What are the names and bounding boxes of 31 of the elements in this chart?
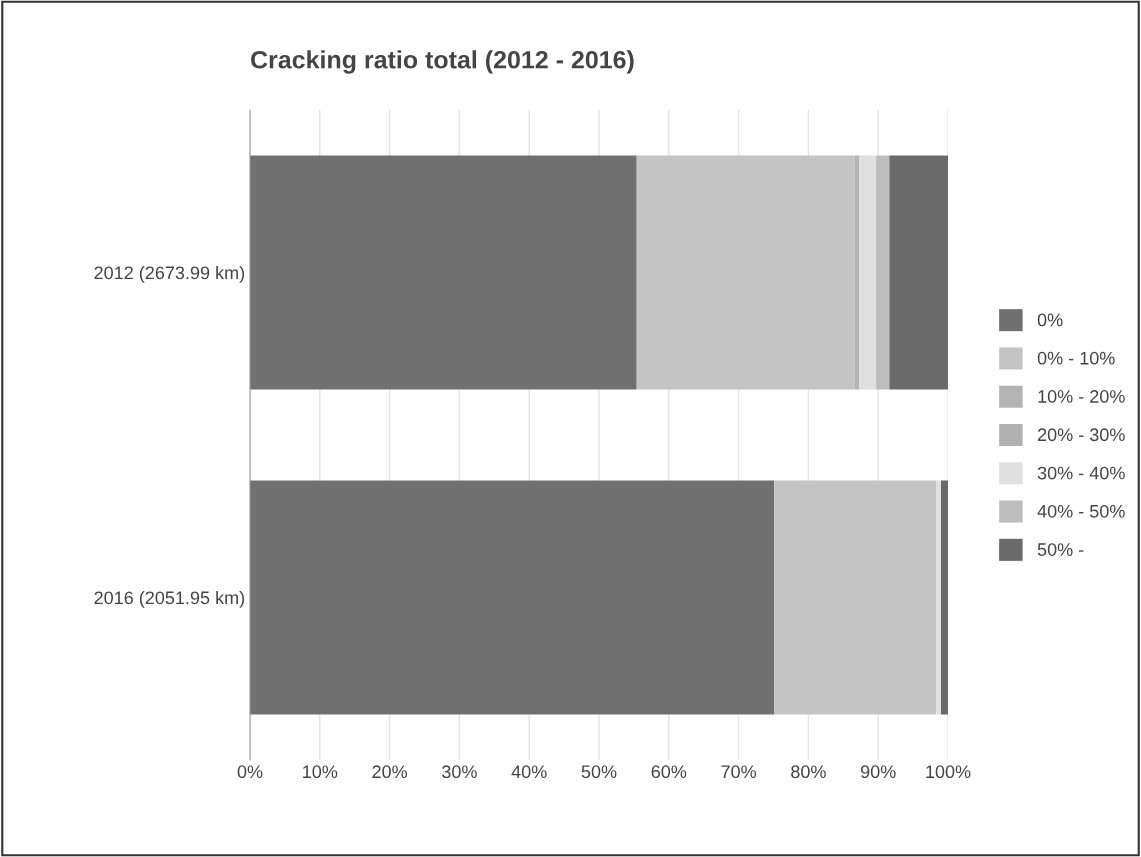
x-tick-label: 50% bbox=[581, 765, 617, 779]
bar bbox=[250, 480, 775, 715]
legend-label: 20% - 30% bbox=[1037, 428, 1125, 442]
legend-label: 10% - 20% bbox=[1038, 390, 1125, 403]
legend-label: 40% - 50% bbox=[1037, 504, 1125, 518]
bar bbox=[859, 155, 877, 390]
x-tick-label: 70% bbox=[721, 765, 757, 779]
x-tick-label: 40% bbox=[511, 765, 547, 779]
bar bbox=[876, 155, 890, 390]
bar bbox=[250, 155, 637, 390]
bar bbox=[936, 480, 942, 715]
bar bbox=[774, 480, 937, 715]
x-tick-label: 30% bbox=[442, 765, 477, 779]
legend-label: 50% - bbox=[1037, 543, 1084, 556]
x-tick-label: 10% bbox=[303, 765, 338, 779]
x-tick-label: 100% bbox=[926, 765, 971, 779]
y-tick-label: 2012 (2673.99 km) bbox=[94, 265, 245, 283]
bar bbox=[889, 155, 948, 390]
legend-label: 0% bbox=[1037, 313, 1063, 327]
bar bbox=[941, 480, 948, 715]
x-tick-label: 60% bbox=[651, 765, 687, 779]
x-tick-label: 80% bbox=[791, 765, 826, 779]
legend-label: 0% - 10% bbox=[1037, 351, 1115, 365]
x-tick-label: 90% bbox=[860, 765, 896, 779]
chart-title: Cracking ratio total (2012 - 2016) bbox=[251, 50, 634, 74]
x-tick-label: 0% bbox=[237, 765, 263, 779]
legend-label: 30% - 40% bbox=[1037, 466, 1125, 480]
y-tick-label: 2016 (2051.95 km) bbox=[94, 590, 245, 608]
bar bbox=[854, 155, 860, 390]
bar bbox=[636, 155, 855, 390]
x-tick-label: 20% bbox=[372, 765, 408, 779]
